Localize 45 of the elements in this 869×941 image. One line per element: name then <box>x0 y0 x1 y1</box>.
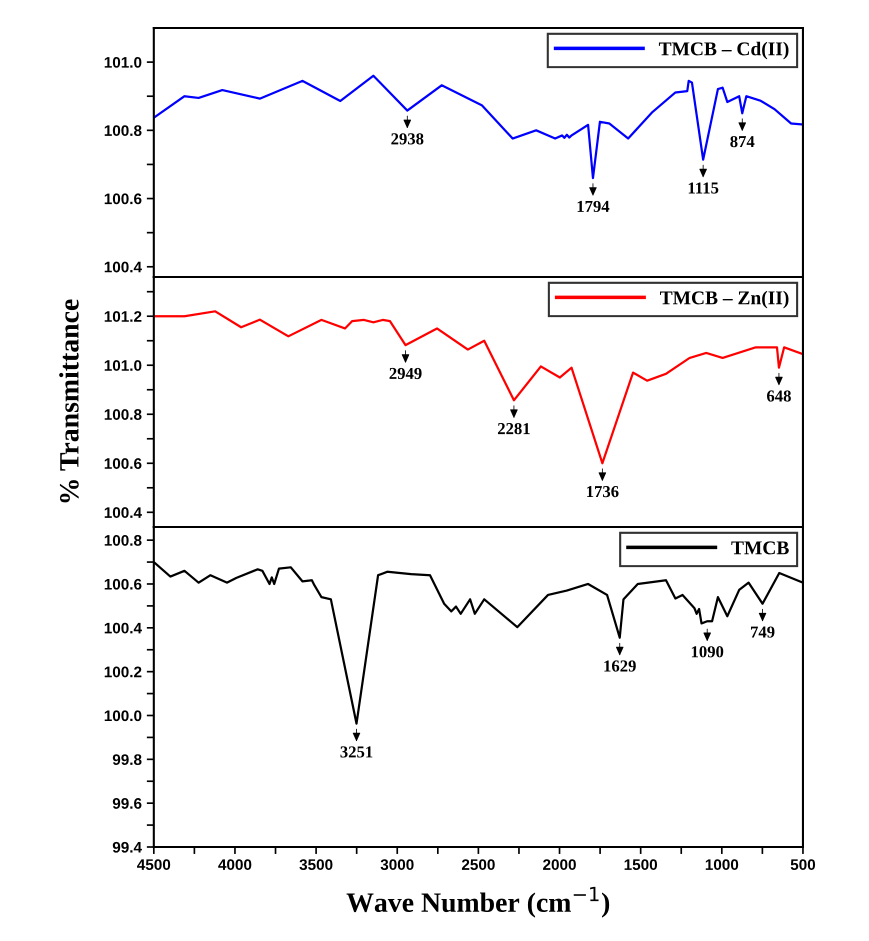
annotation: 2949 <box>390 368 422 380</box>
y-tick-label: 100.6 <box>104 193 142 204</box>
y-tick-label: 99.8 <box>112 754 142 766</box>
x-axis-title: Wave Number (cm$^{−1}$) <box>346 886 610 918</box>
y-tick-label: 101.2 <box>104 311 142 322</box>
y-tick-label: 101.0 <box>104 360 142 371</box>
annotation: 1115 <box>688 182 718 194</box>
annotation: 3251 <box>340 746 372 758</box>
y-tick-label: 100.8 <box>104 125 142 136</box>
y-tick-label: 100.8 <box>104 535 142 546</box>
x-tick-label: 2000 <box>543 859 576 870</box>
y-tick-label: 100.6 <box>104 458 142 469</box>
line-series <box>154 74 803 180</box>
annotation: 2281 <box>498 422 530 434</box>
annotation: 1736 <box>587 486 619 498</box>
y-tick-label: 101.0 <box>104 56 142 68</box>
line-series <box>154 310 803 464</box>
x-tick-label: 3500 <box>299 859 332 870</box>
y-tick-label: 100.0 <box>104 710 142 722</box>
y-axis-title: % Transmittance <box>59 299 79 502</box>
x-tick-label: 3000 <box>380 859 414 870</box>
y-tick-label: 100.2 <box>104 666 142 678</box>
y-tick-label: 100.8 <box>104 409 142 420</box>
annotation: 2938 <box>391 133 424 144</box>
y-tick-label: 100.6 <box>104 578 142 590</box>
x-tick-label: 4500 <box>137 859 170 870</box>
x-tick-label: 4000 <box>218 859 252 870</box>
legend-label: TMCB <box>731 541 789 554</box>
legend-label: TMCB – Zn(II) <box>660 290 788 308</box>
x-tick-label: 1500 <box>624 859 658 870</box>
annotation: 1090 <box>692 646 724 658</box>
x-tick-label: 1000 <box>706 859 738 870</box>
annotation: 648 <box>767 390 791 402</box>
annotation: 1794 <box>578 200 610 212</box>
y-tick-label: 100.4 <box>104 507 142 518</box>
y-tick-label: 99.6 <box>112 798 142 809</box>
annotation: 749 <box>751 626 774 638</box>
x-tick-label: 500 <box>790 859 816 870</box>
legend-label: TMCB – Cd(II) <box>658 42 788 60</box>
annotation: 874 <box>730 136 754 148</box>
y-tick-label: 99.4 <box>112 842 142 853</box>
y-tick-label: 100.4 <box>104 262 142 272</box>
annotation: 1629 <box>604 660 636 672</box>
y-tick-label: 100.4 <box>104 622 142 634</box>
x-tick-label: 2500 <box>462 859 495 870</box>
